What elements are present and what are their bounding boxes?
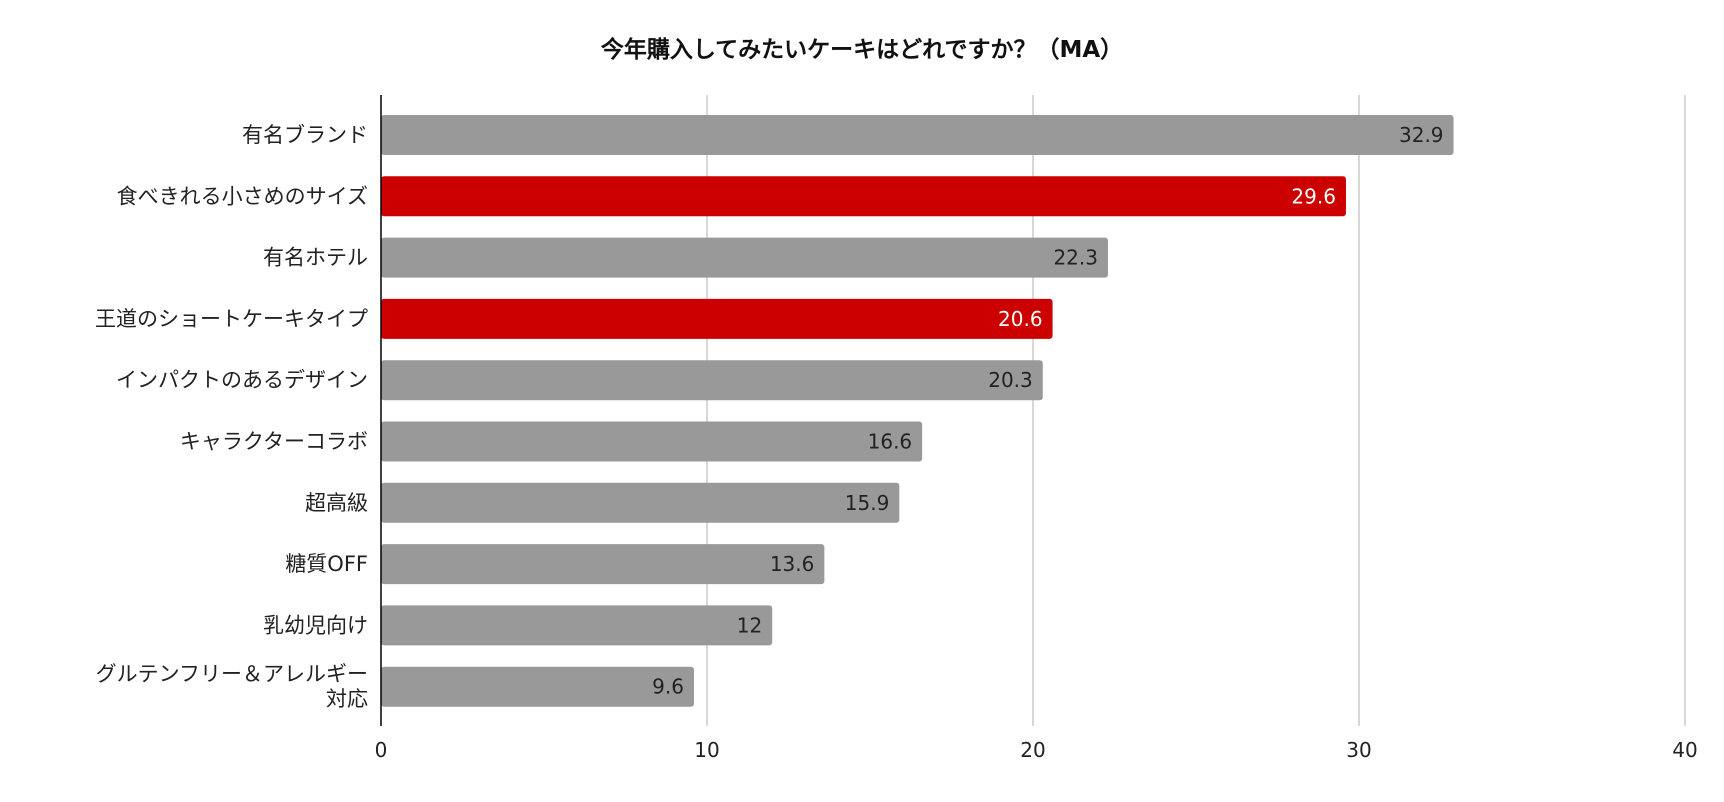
x-tick-label: 40	[1672, 738, 1697, 762]
bar-value-label: 29.6	[1291, 184, 1336, 208]
category-label: 超高級	[305, 491, 368, 515]
category-label: 糖質OFF	[285, 552, 368, 576]
bar	[381, 605, 773, 646]
bar-value-label: 22.3	[1053, 246, 1098, 270]
x-tick-label: 20	[1020, 738, 1045, 762]
bar-value-label: 20.6	[998, 307, 1043, 331]
category-label: キャラクターコラボ	[180, 430, 368, 454]
bar-value-label: 16.6	[868, 430, 913, 454]
category-label: 食べきれる小さめのサイズ	[117, 184, 368, 208]
bar-value-label: 15.9	[845, 491, 890, 515]
bar	[381, 360, 1043, 401]
x-tick-label: 30	[1346, 738, 1371, 762]
category-label: 王道のショートケーキタイプ	[95, 307, 368, 331]
bar	[381, 237, 1108, 278]
bar	[381, 176, 1346, 217]
bar	[381, 544, 825, 585]
bar-value-label: 9.6	[652, 675, 684, 699]
bar	[381, 482, 900, 523]
category-label: 有名ホテル	[263, 246, 368, 270]
category-label: 有名ブランド	[242, 123, 368, 147]
category-label: 乳幼児向け	[263, 613, 368, 637]
bar	[381, 421, 923, 462]
bars	[381, 115, 1454, 707]
bar-value-label: 20.3	[988, 368, 1033, 392]
bar-value-label: 32.9	[1399, 123, 1444, 147]
x-tick-label: 0	[375, 738, 388, 762]
bar	[381, 666, 694, 707]
category-label: グルテンフリー＆アレルギー対応	[96, 662, 368, 711]
bar	[381, 298, 1053, 339]
bar	[381, 115, 1454, 155]
bar-value-label: 12	[737, 613, 762, 637]
labels: 0 10 20 30 40 32.9 有名ブランド 29.6 食べきれる小さめのサイズ 22.3 有…	[95, 123, 1698, 762]
chart-title: 今年購入してみたいケーキはどれですか？（MA）	[600, 37, 1124, 63]
category-label: インパクトのあるデザイン	[116, 368, 368, 392]
bar-value-label: 13.6	[770, 552, 815, 576]
x-tick-label: 10	[694, 738, 719, 762]
